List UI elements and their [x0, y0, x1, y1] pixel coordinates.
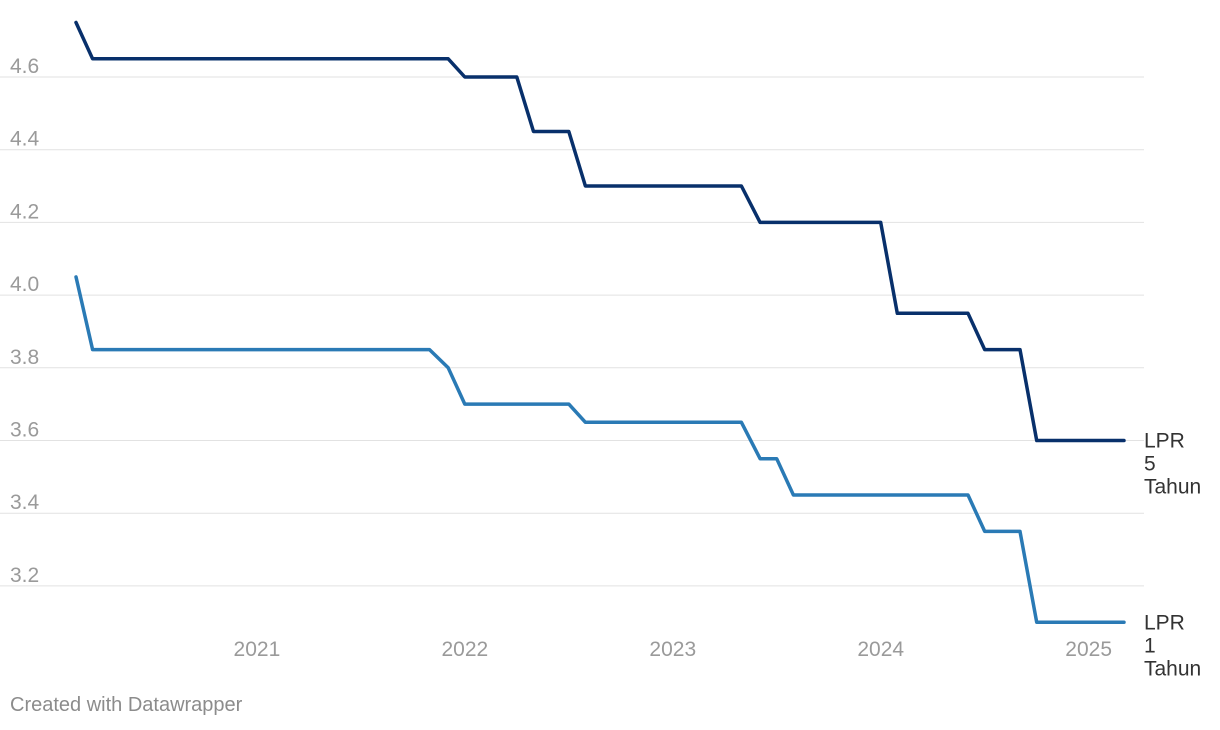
- x-tick-label: 2024: [857, 638, 904, 661]
- line-chart: 3.23.43.63.84.04.24.44.6 2021 2022 2023 202…: [0, 20, 1201, 681]
- gridlines: [0, 76, 1144, 587]
- y-axis: 3.2 3.4 3.6 3.8 4.0 4.2 4.4 4.6: [10, 55, 40, 587]
- series-label-line: LPR: [1144, 430, 1185, 453]
- series-label: LPR 1 Tahun: [1144, 611, 1201, 680]
- y-tick-label: 4.0: [10, 273, 39, 296]
- series-line: [74, 20, 1126, 443]
- series-label-line: Tahun: [1144, 476, 1201, 499]
- y-tick-label: 4.4: [10, 128, 40, 151]
- x-tick-label: 2022: [441, 638, 488, 661]
- series-label-line: Tahun: [1144, 657, 1201, 680]
- series-label-line: LPR: [1144, 611, 1185, 634]
- y-tick-label: 4.6: [10, 55, 39, 78]
- x-tick-label: 2025: [1065, 638, 1112, 661]
- series-label: LPR 5 Tahun: [1144, 430, 1201, 499]
- x-axis: 2021 2022 2023 2024 2025: [234, 638, 1112, 661]
- series-label-line: 1: [1144, 634, 1156, 657]
- y-tick-label: 3.6: [10, 419, 39, 442]
- series-line: [74, 275, 1126, 624]
- series-label-line: 5: [1144, 453, 1156, 476]
- x-tick-label: 2023: [649, 638, 696, 661]
- credit-footer: Created with Datawrapper: [10, 694, 243, 716]
- x-tick-label: 2021: [234, 638, 281, 661]
- y-tick-label: 3.8: [10, 346, 39, 369]
- y-tick-label: 3.4: [10, 491, 40, 514]
- y-tick-label: 4.2: [10, 200, 39, 223]
- series-lines: [74, 20, 1126, 624]
- y-tick-label: 3.2: [10, 564, 39, 587]
